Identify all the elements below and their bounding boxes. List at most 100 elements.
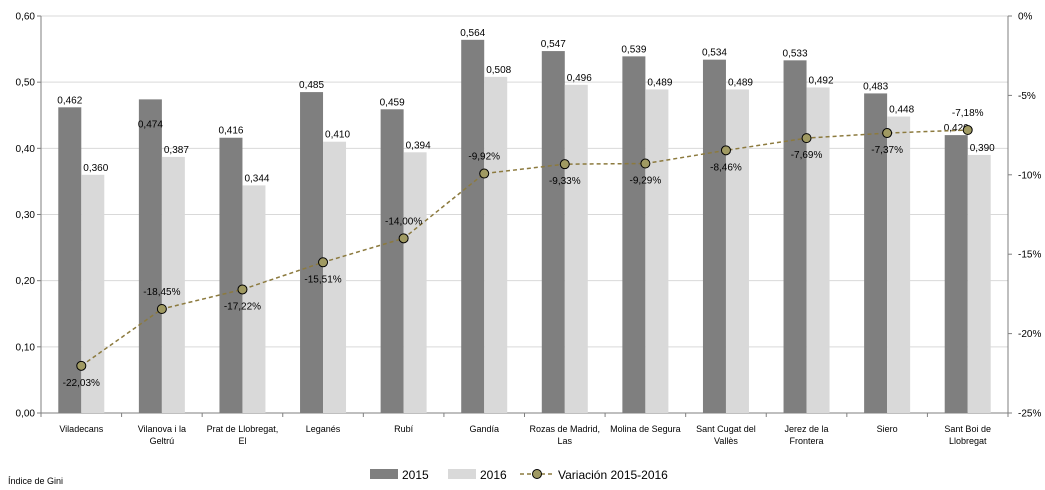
- bar-2015: [944, 135, 968, 413]
- category-label: Llobregat: [949, 436, 987, 446]
- bar-2015: [783, 60, 807, 413]
- data-label-2015: 0,483: [863, 81, 888, 92]
- y-right-tick-label: -5%: [1018, 91, 1036, 102]
- y-left-tick-label: 0,60: [16, 12, 36, 23]
- legend-swatch-variation-marker: [532, 469, 542, 479]
- variation-label: -9,29%: [630, 176, 662, 187]
- bar-2016: [887, 116, 911, 413]
- data-label-2015: 0,547: [541, 39, 566, 50]
- bar-2015: [541, 51, 565, 414]
- category-label: Sant Cugat del: [696, 424, 756, 434]
- variation-point: [318, 257, 329, 268]
- category-label: Vilanova i la: [138, 424, 186, 434]
- variation-label: -7,69%: [791, 150, 823, 161]
- data-label-2015: 0,534: [702, 48, 727, 59]
- legend-swatch-2015: [370, 469, 398, 479]
- data-label-2015: 0,416: [218, 126, 243, 137]
- data-label-2016: 0,489: [728, 77, 753, 88]
- y-left-tick-label: 0,10: [16, 342, 36, 353]
- category-label: Leganés: [306, 424, 341, 434]
- data-label-2016: 0,410: [325, 130, 350, 141]
- data-label-2016: 0,492: [809, 75, 834, 86]
- variation-point: [882, 128, 893, 139]
- variation-line: [80, 129, 968, 367]
- legend-label-2015: 2015: [402, 468, 429, 482]
- bar-2016: [725, 89, 749, 413]
- variation-label: -7,18%: [952, 108, 984, 119]
- bar-2016: [484, 76, 508, 413]
- variation-point: [237, 284, 248, 295]
- variation-point: [479, 168, 490, 179]
- data-label-2016: 0,489: [647, 77, 672, 88]
- variation-label: -18,45%: [143, 287, 180, 298]
- data-label-2016: 0,496: [567, 73, 592, 84]
- variation-label: -7,37%: [871, 145, 903, 156]
- bar-2016: [242, 185, 266, 413]
- data-label-2016: 0,360: [83, 163, 108, 174]
- category-label: El: [238, 436, 246, 446]
- category-label: Viladecans: [59, 424, 103, 434]
- y-left-tick-label: 0,50: [16, 78, 36, 89]
- bar-2015: [864, 93, 888, 413]
- legend-label-variation: Variación 2015-2016: [558, 468, 668, 482]
- category-label: Molina de Segura: [610, 424, 681, 434]
- variation-point: [962, 125, 973, 136]
- data-label-2015: 0,462: [57, 95, 82, 106]
- bar-2016: [645, 89, 669, 413]
- category-label: Rozas de Madrid,: [530, 424, 601, 434]
- data-label-2016: 0,387: [164, 145, 189, 156]
- legend-label-2016: 2016: [480, 468, 507, 482]
- variation-label: -15,51%: [304, 274, 341, 285]
- bar-2015: [58, 107, 82, 413]
- variation-point: [801, 133, 812, 144]
- y-axis-title: Índice de Gini: [8, 476, 63, 486]
- bar-2015: [219, 137, 243, 413]
- data-label-2016: 0,508: [486, 65, 511, 76]
- category-label: Las: [558, 436, 573, 446]
- bar-2016: [806, 87, 830, 414]
- y-right-tick-label: 0%: [1018, 12, 1033, 23]
- category-label: Gandía: [469, 424, 499, 434]
- variation-label: -9,92%: [468, 152, 500, 163]
- variation-point: [720, 145, 731, 156]
- data-label-2015: 0,474: [138, 119, 163, 130]
- variation-label: -9,33%: [549, 176, 581, 187]
- category-label: Geltrú: [150, 436, 175, 446]
- bar-2016: [323, 141, 347, 413]
- bar-2015: [300, 92, 324, 413]
- variation-point: [156, 303, 167, 314]
- data-label-2015: 0,485: [299, 80, 324, 91]
- variation-point: [398, 233, 409, 244]
- data-label-2016: 0,448: [889, 105, 914, 116]
- bar-2016: [967, 154, 991, 413]
- category-label: Jerez de la: [785, 424, 829, 434]
- variation-label: -22,03%: [63, 378, 100, 389]
- variation-label: -8,46%: [710, 162, 742, 173]
- variation-label: -17,22%: [224, 301, 261, 312]
- category-label: Prat de Llobregat,: [207, 424, 279, 434]
- y-right-tick-label: -25%: [1018, 409, 1041, 420]
- bar-2015: [138, 99, 162, 414]
- y-left-tick-label: 0,00: [16, 409, 36, 420]
- data-label-2015: 0,420: [944, 123, 969, 134]
- category-label: Vallès: [714, 436, 738, 446]
- variation-point: [76, 360, 87, 371]
- bar-2015: [622, 56, 646, 414]
- legend-swatch-2016: [448, 469, 476, 479]
- category-label: Sant Boi de: [944, 424, 991, 434]
- variation-point: [640, 158, 651, 169]
- y-left-tick-label: 0,20: [16, 276, 36, 287]
- y-right-tick-label: -15%: [1018, 250, 1041, 261]
- data-label-2015: 0,564: [460, 28, 485, 39]
- data-label-2016: 0,390: [970, 143, 995, 154]
- y-left-tick-label: 0,30: [16, 210, 36, 221]
- data-label-2015: 0,533: [783, 48, 808, 59]
- y-right-tick-label: -10%: [1018, 170, 1041, 181]
- bar-2016: [564, 84, 588, 414]
- data-label-2016: 0,344: [244, 173, 269, 184]
- data-label-2016: 0,394: [406, 140, 431, 151]
- bar-2015: [461, 39, 485, 413]
- category-label: Rubí: [394, 424, 414, 434]
